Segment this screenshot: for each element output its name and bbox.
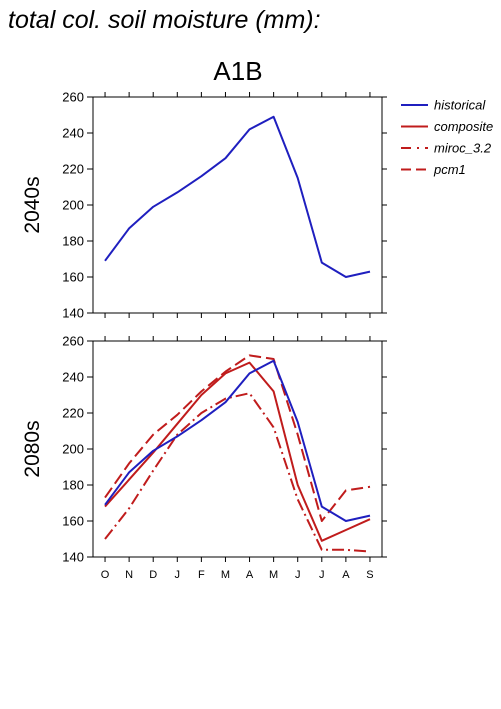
plot-frame: [92, 340, 383, 558]
x-tick-label: J: [295, 569, 301, 581]
scenario-label: A1B: [213, 56, 262, 86]
y-tick-label: 260: [62, 334, 84, 349]
x-tick-label: J: [175, 569, 181, 581]
series-line-historical: [104, 359, 371, 522]
y-tick-label: 240: [62, 370, 84, 385]
panels: 140 160 180 200 220 240 260 2040s 140 160 180 200 22…: [21, 90, 387, 581]
y-tick-label: 180: [62, 234, 84, 249]
y-tick-label: 180: [62, 478, 84, 493]
x-tick-label: O: [101, 569, 110, 581]
plot-frame: [92, 96, 383, 314]
series-line-composite: [104, 361, 371, 542]
figure-title: total col. soil moisture (mm):: [8, 6, 321, 34]
x-tick-label: F: [198, 569, 205, 581]
panel-2040s: 140 160 180 200 220 240 260 2040s: [21, 90, 387, 321]
y-tick-label: 240: [62, 126, 84, 141]
y-tick-label: 160: [62, 514, 84, 529]
x-tick-label: M: [269, 569, 278, 581]
row-label-2080s: 2080s: [21, 420, 44, 477]
row-label-2040s: 2040s: [21, 176, 44, 233]
series-line-historical: [104, 115, 371, 278]
legend-label: miroc_3.2: [434, 141, 492, 156]
legend-item-pcm1: pcm1: [401, 162, 466, 177]
legend: historical composite miroc_3.2 pcm1: [401, 98, 493, 177]
x-tick-label: A: [342, 569, 350, 581]
x-tick-label: S: [366, 569, 373, 581]
y-tick-label: 200: [62, 442, 84, 457]
y-tick-label: 220: [62, 162, 84, 177]
y-tick-label: 220: [62, 406, 84, 421]
legend-item-miroc: miroc_3.2: [401, 141, 492, 156]
y-tick-label: 160: [62, 270, 84, 285]
legend-item-composite: composite: [401, 119, 493, 134]
series-line-miroc: [104, 392, 371, 553]
x-tick-label: D: [149, 569, 157, 581]
legend-item-historical: historical: [401, 98, 486, 113]
x-tick-label: A: [246, 569, 254, 581]
y-tick-label: 260: [62, 90, 84, 105]
y-tick-label: 200: [62, 198, 84, 213]
legend-label: historical: [434, 98, 486, 113]
x-tick-label: N: [125, 569, 133, 581]
legend-label: pcm1: [433, 162, 466, 177]
x-tick-label: J: [319, 569, 325, 581]
series-line-pcm1: [104, 354, 371, 522]
y-tick-label: 140: [62, 306, 84, 321]
y-tick-label: 140: [62, 550, 84, 565]
legend-label: composite: [434, 119, 493, 134]
panel-2080s: 140 160 180 200 220 240 260 O N D J F M A M J J A S 2080s: [21, 334, 387, 581]
x-tick-label: M: [221, 569, 230, 581]
